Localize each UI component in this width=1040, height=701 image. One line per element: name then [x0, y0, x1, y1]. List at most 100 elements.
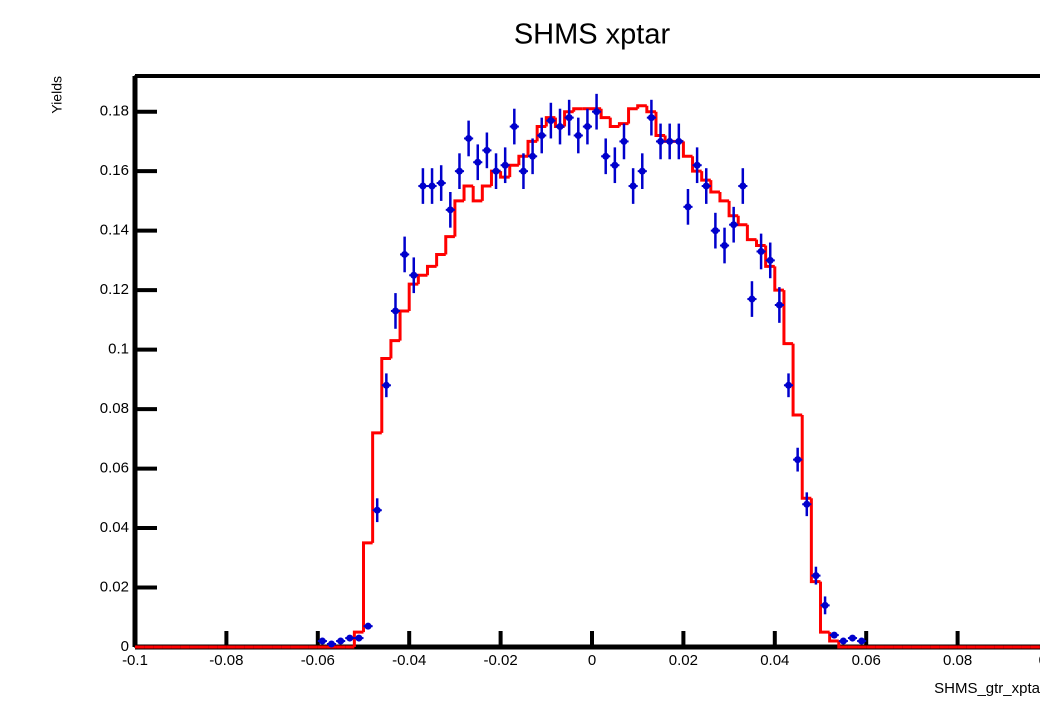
data-point: [602, 152, 610, 160]
histogram-step: [791, 343, 803, 417]
data-point: [830, 631, 838, 639]
histogram-step: [837, 641, 848, 649]
data-point: [803, 500, 811, 508]
histogram-step: [700, 171, 711, 182]
y-tick-label: 0: [121, 638, 129, 655]
y-tick-label: 0.06: [100, 460, 129, 477]
histogram-step: [407, 282, 419, 311]
data-point: [519, 167, 527, 175]
data-point: [391, 307, 399, 315]
data-point: [529, 152, 537, 160]
data-point: [748, 295, 756, 303]
data-point: [693, 161, 701, 169]
x-tick-label: 0.1: [1039, 652, 1040, 669]
data-point: [657, 137, 665, 145]
data-point: [318, 637, 326, 645]
data-point: [401, 250, 409, 258]
data-point: [848, 634, 856, 642]
data-point: [364, 622, 372, 630]
histogram-step: [572, 107, 583, 112]
data-point: [638, 167, 646, 175]
x-tick-label: 0: [588, 652, 596, 669]
x-tick-label: -0.08: [209, 652, 243, 669]
data-point: [757, 247, 765, 255]
data-point: [794, 456, 802, 464]
y-tick-label: 0.1: [108, 341, 129, 358]
x-tick-label: -0.1: [122, 652, 148, 669]
data-point: [510, 123, 518, 131]
histogram-step: [681, 141, 693, 158]
data-point: [647, 114, 655, 122]
y-tick-label: 0.12: [100, 281, 129, 298]
histogram-step: [508, 163, 519, 178]
x-tick-label: 0.04: [760, 652, 789, 669]
x-axis-label: SHMS_gtr_xpta: [934, 680, 1040, 697]
histogram-step: [718, 191, 730, 203]
y-tick-label: 0.16: [100, 162, 129, 179]
histogram-step: [444, 235, 455, 255]
data-point: [538, 131, 546, 139]
histogram-step: [499, 171, 510, 179]
data-point: [565, 114, 573, 122]
data-point: [455, 167, 463, 175]
data-point: [684, 203, 692, 211]
histogram-step: [362, 541, 373, 633]
histogram-step: [617, 122, 629, 127]
data-point: [501, 161, 509, 169]
data-point: [483, 146, 491, 154]
histogram-step: [480, 184, 492, 201]
data-point: [346, 634, 354, 642]
histogram-step: [691, 156, 702, 173]
histogram-step: [627, 107, 638, 124]
data-point: [337, 637, 345, 645]
data-point: [382, 381, 390, 389]
data-point: [583, 123, 591, 131]
histogram-step: [398, 309, 410, 341]
data-point: [812, 572, 820, 580]
histogram-step: [727, 200, 739, 218]
histogram-step: [773, 266, 784, 292]
histogram-step: [352, 630, 364, 647]
data-point: [739, 182, 747, 190]
histogram-step: [517, 154, 529, 166]
data-point: [474, 158, 482, 166]
histogram-step: [389, 339, 401, 359]
histogram-step: [563, 110, 574, 127]
data-point: [437, 179, 445, 187]
histogram-step: [471, 186, 483, 203]
histogram-step: [809, 498, 821, 584]
data-point: [620, 137, 628, 145]
data-point: [574, 131, 582, 139]
data-point: [419, 182, 427, 190]
y-tick-label: 0.02: [100, 578, 129, 595]
histogram-step: [453, 199, 465, 237]
histogram-step: [755, 239, 766, 248]
y-tick-label: 0.14: [100, 222, 129, 239]
histogram-step: [745, 224, 757, 242]
data-point: [410, 271, 418, 279]
y-tick-label: 0.08: [100, 400, 129, 417]
x-tick-label: 0.06: [852, 652, 881, 669]
histogram-step: [371, 431, 382, 543]
data-point: [775, 301, 783, 309]
data-point: [428, 182, 436, 190]
x-tick-label: -0.06: [301, 652, 335, 669]
histogram-step: [654, 111, 666, 137]
x-tick-label: -0.02: [483, 652, 517, 669]
histogram-step: [800, 415, 812, 500]
data-point: [721, 242, 729, 250]
data-point: [328, 640, 336, 648]
histogram-step: [608, 117, 620, 129]
histogram-step: [782, 290, 794, 346]
histogram-step: [819, 581, 830, 634]
chart-title: SHMS xptar: [514, 19, 671, 51]
y-tick-label: 0.04: [100, 519, 129, 536]
data-point: [446, 206, 454, 214]
data-point: [858, 637, 866, 645]
data-point: [547, 117, 555, 125]
histogram-step: [462, 184, 474, 201]
histogram-step: [599, 108, 611, 120]
x-tick-label: 0.08: [943, 652, 972, 669]
